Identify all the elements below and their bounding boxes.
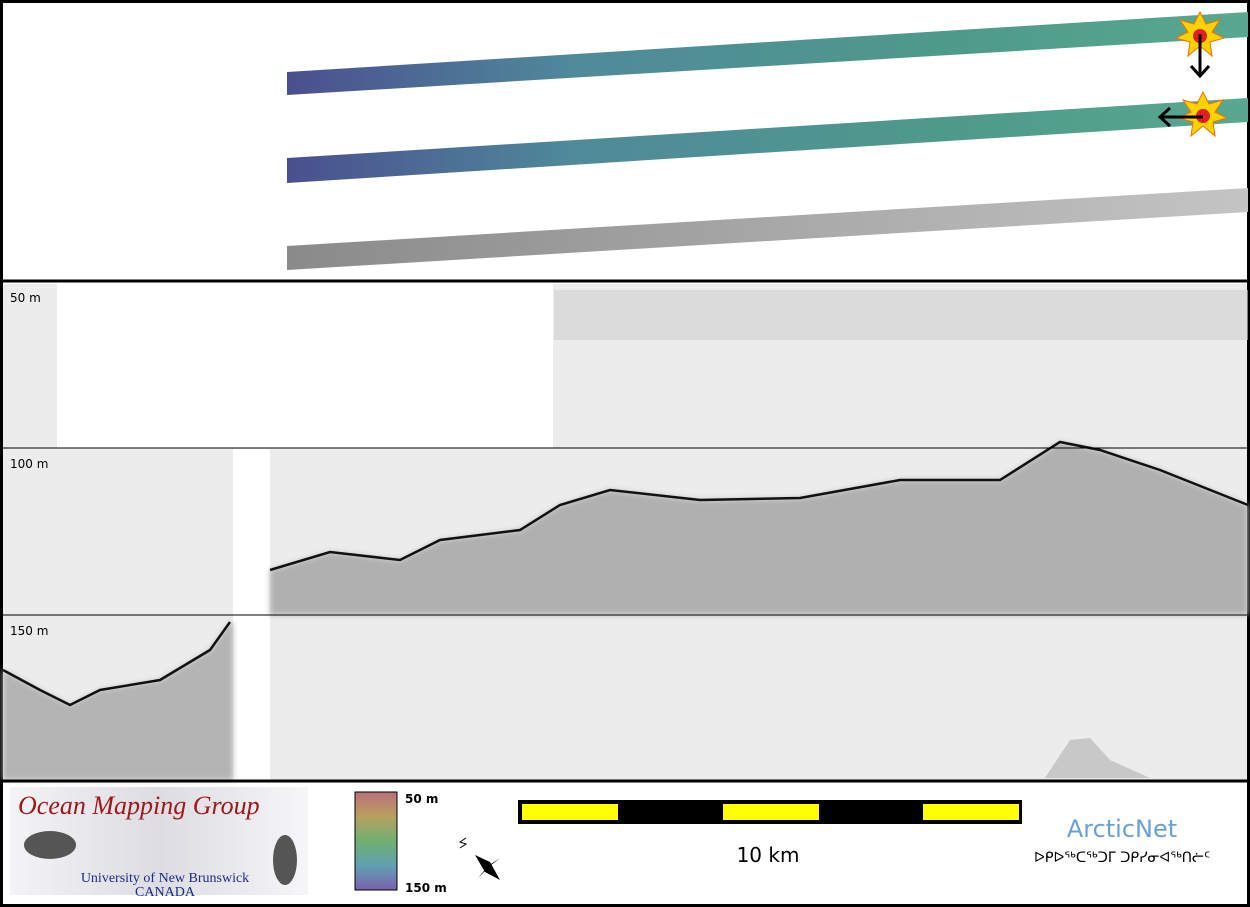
logo-vehicle <box>273 835 297 885</box>
logo-university: University of New Brunswick <box>81 871 249 886</box>
swath <box>287 98 1248 183</box>
depth-label: 100 m <box>10 457 48 471</box>
seabed-returns <box>1045 738 1150 778</box>
seabed-line <box>2 621 232 707</box>
sun-icon <box>1174 10 1226 79</box>
north-arrow <box>458 837 500 880</box>
partner-syllabics: ᐅᑭᐅᖅᑕᖅᑐᒥ ᑐᑭᓯᓂᐊᖅᑎᓖᑦ <box>1034 850 1210 866</box>
water-noise <box>554 290 1248 340</box>
colorbar-label: 150 m <box>405 881 447 895</box>
logo-title: Ocean Mapping Group <box>18 791 260 820</box>
colorbar <box>354 791 398 891</box>
seabed-line <box>269 440 1249 572</box>
scale-bar <box>518 800 1022 824</box>
logo-country: CANADA <box>135 885 196 900</box>
depth-label: 150 m <box>10 624 48 638</box>
sun-icon <box>1157 90 1229 138</box>
seabed-returns <box>3 622 233 780</box>
data-gap <box>57 284 553 448</box>
seabed-returns <box>270 442 1248 615</box>
logo-vehicle <box>24 831 76 859</box>
swath-backscatter <box>287 188 1248 270</box>
swath <box>287 12 1248 95</box>
colorbar-label: 50 m <box>405 792 438 806</box>
depth-label: 50 m <box>10 291 41 305</box>
scale-label: 10 km <box>737 843 800 867</box>
partner-name: ArcticNet <box>1067 815 1177 843</box>
